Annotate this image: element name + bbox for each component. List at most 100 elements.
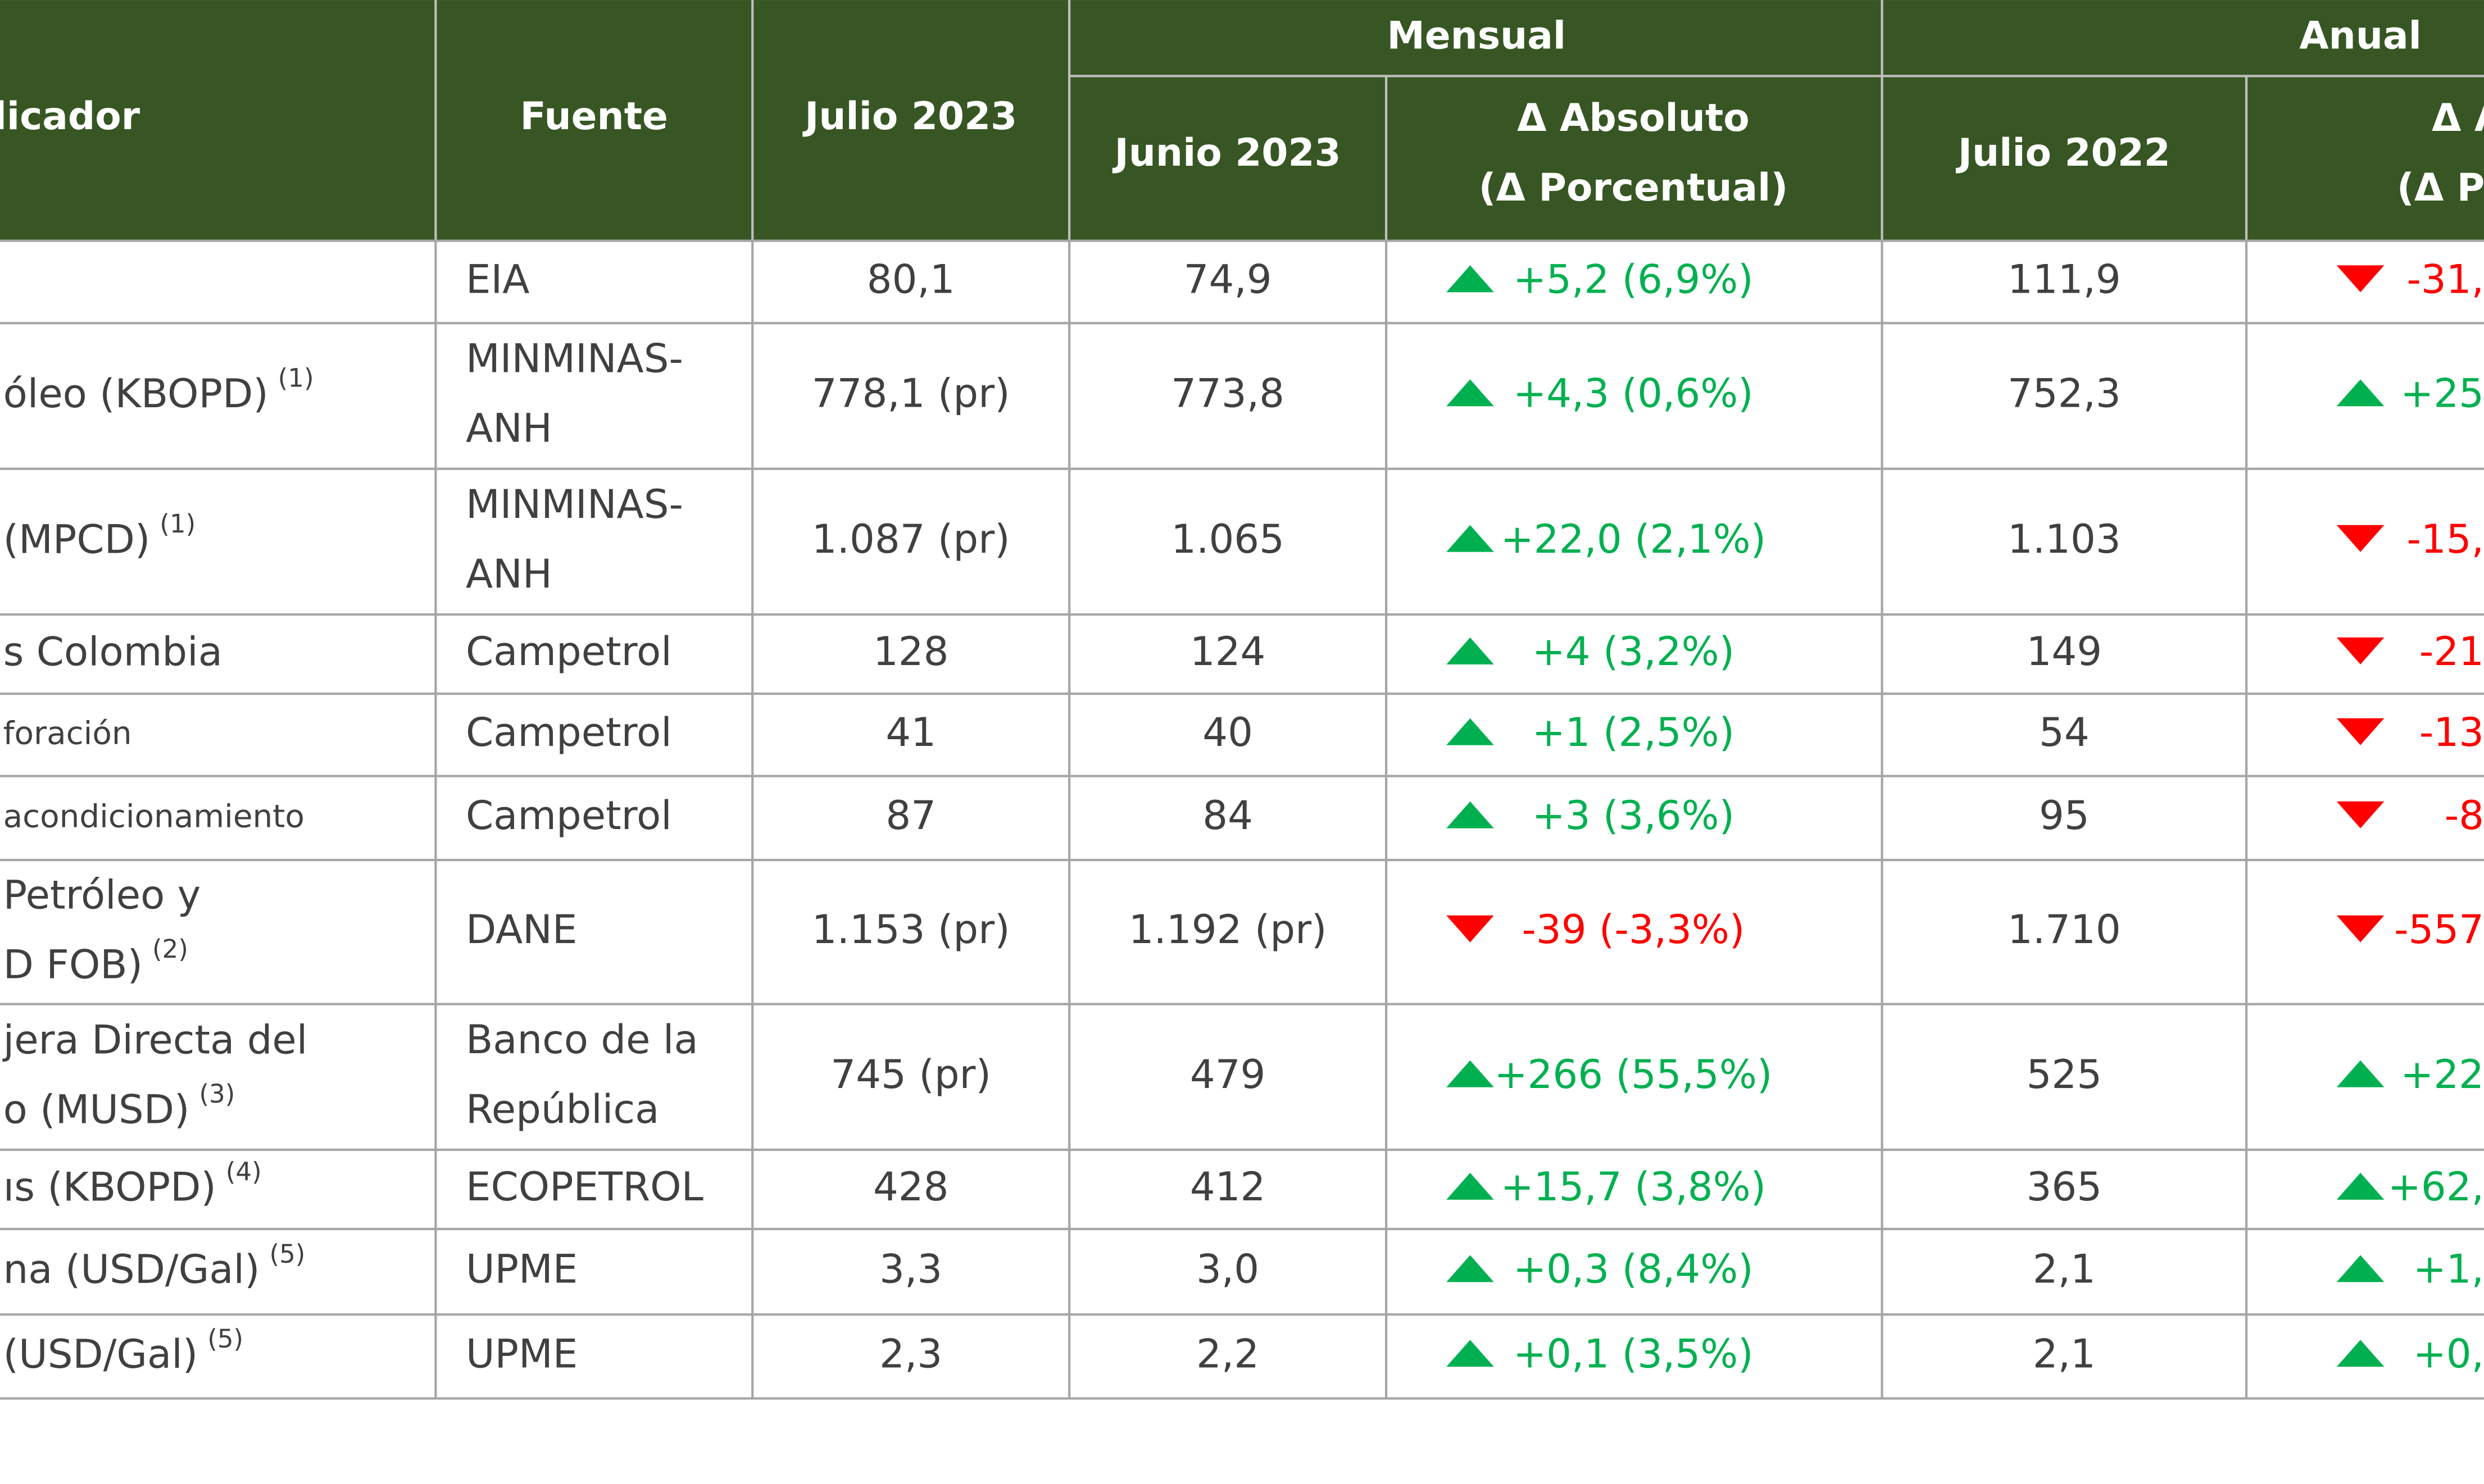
delta-year: -31, [2407,256,2484,302]
current-value: 80,1 [867,256,955,302]
indicator-text: Petróleo y [3,872,201,918]
indicator: Petróleo y [3,872,201,918]
prev-month-value: 773,8 [1171,370,1284,416]
trend-arrow [1446,379,1494,407]
header-delta-year: Δ A [2432,95,2484,140]
header-delta-year: (Δ Pe [2397,165,2484,210]
indicator: o (MUSD) (3) [3,1079,235,1132]
indicator-text: o (MUSD) [3,1086,190,1132]
prev-year-value: 1.710 [2008,907,2121,953]
delta-year: +62, [2388,1164,2484,1210]
prev-year-value: 752,3 [2008,370,2121,416]
indicator: óleo (KBOPD) (1) [3,363,314,417]
current-value: 428 [873,1164,949,1210]
source: Banco de la [466,1017,698,1063]
prev-month-value: 124 [1190,629,1266,675]
header-prev-month: Junio 2023 [1112,130,1341,175]
prev-month-value: 3,0 [1196,1246,1259,1292]
delta-year: -15, [2407,516,2484,562]
prev-year-value: 149 [2027,629,2102,675]
indicator-text: óleo (KBOPD) [3,370,269,416]
source: Campetrol [466,709,672,755]
indicator-text: s Colombia [3,629,222,675]
header-monthly: Mensual [1387,13,1566,57]
indicator-text: foración [3,715,132,752]
trend-arrow [2336,801,2385,829]
indicator: foración [3,715,132,752]
delta-month: +4 (3,2%) [1532,629,1734,675]
header-source: Fuente [520,94,668,138]
current-value: 1.153 (pr) [812,907,1010,953]
trend-arrow [1446,915,1494,943]
delta-month: +22,0 (2,1%) [1501,516,1766,562]
delta-month: +1 (2,5%) [1532,709,1734,755]
prev-month-value: 479 [1190,1051,1266,1098]
delta-year: -8 [2445,793,2484,839]
prev-year-value: 54 [2039,709,2090,755]
indicator: (USD/Gal) (5) [3,1324,243,1377]
prev-month-value: 412 [1190,1164,1266,1210]
delta-year: -557 [2394,907,2484,953]
prev-month-value: 2,2 [1196,1331,1259,1377]
indicator-text: ıs (KBOPD) [3,1164,216,1210]
prev-month-value: 74,9 [1184,256,1272,302]
trend-arrow [2336,718,2385,745]
header-background [0,0,2484,241]
source: EIA [466,256,530,302]
current-value: 87 [885,793,936,839]
trend-arrow [2336,637,2385,664]
prev-year-value: 95 [2039,793,2090,839]
source: Campetrol [466,793,672,839]
trend-arrow [1446,718,1494,745]
source: ANH [466,405,552,451]
source: ANH [466,551,552,597]
delta-month: +0,1 (3,5%) [1513,1331,1754,1377]
footnote-marker: (1) [160,509,196,539]
source: República [466,1086,659,1132]
delta-month: +4,3 (0,6%) [1513,370,1754,416]
delta-year: -13 [2419,709,2484,755]
delta-year: +22 [2400,1051,2484,1098]
prev-year-value: 365 [2027,1164,2102,1210]
header-delta-month: Δ Absoluto [1517,95,1750,140]
current-value: 1.087 (pr) [812,516,1010,562]
trend-arrow [2336,1340,2385,1367]
indicator: na (USD/Gal) (5) [3,1239,306,1292]
source: DANE [466,907,577,953]
trend-arrow [2336,1172,2385,1200]
trend-arrow [1446,265,1494,293]
header-prev-year: Julio 2022 [1956,130,2170,175]
indicator-text: (MPCD) [3,516,151,562]
current-value: 745 (pr) [830,1051,991,1098]
delta-year: +25 [2400,370,2484,416]
prev-year-value: 2,1 [2033,1331,2096,1377]
footnote-marker: (3) [199,1079,235,1109]
prev-year-value: 2,1 [2033,1246,2096,1292]
indicator: ıs (KBOPD) (4) [3,1157,262,1210]
delta-month: +0,3 (8,4%) [1513,1246,1754,1292]
delta-year: +1, [2413,1246,2484,1292]
footnote-marker: (5) [269,1239,305,1269]
trend-arrow [2336,265,2385,293]
prev-year-value: 111,9 [2008,256,2121,302]
delta-month: +15,7 (3,8%) [1501,1164,1766,1210]
header-current: Julio 2023 [802,94,1017,138]
indicator-text: na (USD/Gal) [3,1246,260,1292]
header-annual: Anual [2299,13,2422,57]
trend-arrow [1446,1172,1494,1200]
delta-month: +266 (55,5%) [1495,1051,1773,1098]
prev-year-value: 1.103 [2008,516,2121,562]
current-value: 41 [885,709,936,755]
indicator: acondicionamiento [3,798,305,835]
trend-arrow [2336,525,2385,552]
indicator-text: acondicionamiento [3,798,305,835]
trend-arrow [2336,1255,2385,1282]
indicator-text: (USD/Gal) [3,1331,198,1377]
delta-year: +0, [2413,1331,2484,1377]
trend-arrow [2336,915,2385,943]
prev-month-value: 1.192 (pr) [1129,907,1327,953]
indicator: D FOB) (2) [3,934,188,987]
trend-arrow [2336,1060,2385,1087]
indicator-text: D FOB) [3,941,143,987]
